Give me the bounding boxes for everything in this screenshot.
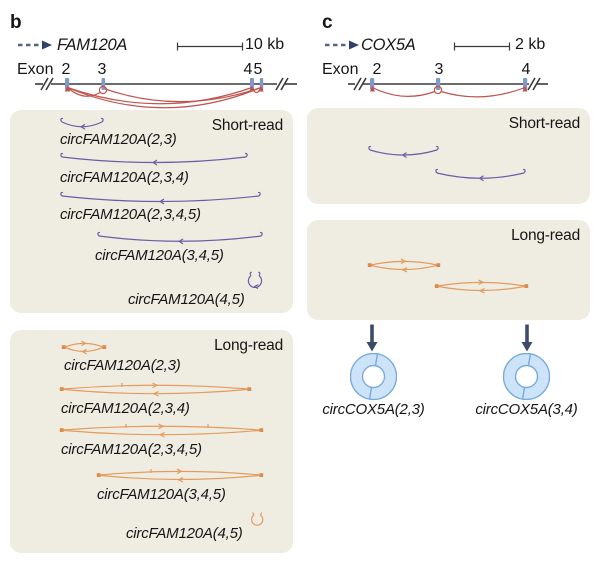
short-read-arc: [60, 152, 248, 166]
exon-number-3: 3: [434, 61, 444, 78]
isoform-label: circFAM120A(2,3,4,5): [60, 206, 201, 223]
panel-b-letter: b: [10, 12, 22, 33]
backsplice-arrowheads: [64, 85, 264, 92]
product-label: circCOX5A(2,3): [322, 401, 425, 418]
promoter-arrow-icon: [325, 40, 359, 50]
short-read-arc: [97, 231, 263, 245]
isoform-label: circFAM120A(3,4,5): [97, 486, 226, 503]
long-read-loop: [251, 512, 264, 526]
short-read-box: [307, 108, 590, 204]
isoform-label: circFAM120A(2,3): [64, 357, 181, 374]
short-read-arc: [60, 117, 104, 130]
short-read-title: Short-read: [508, 115, 580, 132]
long-read-loop: [59, 382, 252, 397]
panel-c-letter: c: [322, 12, 333, 33]
exon-number-2: 2: [61, 61, 71, 78]
gene-axis-line: [35, 77, 297, 91]
circrna-donut-icon: [503, 353, 550, 400]
short-read-title: Short-read: [211, 117, 283, 134]
circrna-donut-icon: [350, 353, 397, 400]
product-label: circCOX5A(3,4): [475, 401, 578, 418]
backsplice-arcs: [372, 85, 526, 98]
backsplice-arrowheads: [370, 85, 528, 92]
scale-bar-label: 10 kb: [245, 36, 285, 53]
gene-name: FAM120A: [57, 36, 128, 54]
exon-word: Exon: [322, 61, 359, 78]
gene-axis-diagram: [348, 77, 548, 98]
exon-number-4: 4: [521, 61, 531, 78]
short-read-box: [10, 110, 293, 313]
exon-number-5: 5: [253, 61, 263, 78]
long-read-loop: [96, 468, 264, 483]
scale-bar-label: 2 kb: [515, 36, 546, 53]
isoform-label: circFAM120A(4,5): [128, 291, 245, 308]
isoform-label: circFAM120A(2,3): [60, 131, 177, 148]
short-read-arc: [368, 145, 439, 159]
long-read-title: Long-read: [214, 337, 283, 354]
backsplice-arcs: [67, 85, 262, 109]
scale-bar: [453, 42, 511, 51]
long-read-box: [307, 220, 590, 320]
isoform-label: circFAM120A(2,3,4): [61, 400, 190, 417]
short-read-loop: [247, 271, 263, 290]
long-read-box: [10, 330, 293, 553]
short-read-arc: [60, 191, 261, 205]
exon-number-4: 4: [243, 61, 253, 78]
short-read-arc: [435, 168, 526, 182]
promoter-arrow-icon: [18, 40, 52, 50]
down-arrow-icon: [366, 324, 378, 352]
scale-bar: [176, 42, 244, 51]
long-read-loop: [434, 279, 529, 294]
isoform-label: circFAM120A(3,4,5): [95, 247, 224, 264]
gene-axis-diagram: [35, 77, 297, 109]
long-read-loop: [367, 258, 441, 273]
long-read-loop: [59, 423, 264, 438]
isoform-label: circFAM120A(4,5): [126, 525, 243, 542]
exon-word: Exon: [17, 61, 54, 78]
down-arrow-icon: [521, 324, 533, 352]
long-read-title: Long-read: [511, 227, 580, 244]
isoform-label: circFAM120A(2,3,4): [60, 169, 189, 186]
isoform-label: circFAM120A(2,3,4,5): [61, 441, 202, 458]
exon-number-3: 3: [97, 61, 107, 78]
gene-axis-line: [348, 77, 548, 91]
long-read-loop: [61, 340, 107, 355]
gene-name: COX5A: [361, 36, 416, 54]
exon-number-2: 2: [372, 61, 382, 78]
